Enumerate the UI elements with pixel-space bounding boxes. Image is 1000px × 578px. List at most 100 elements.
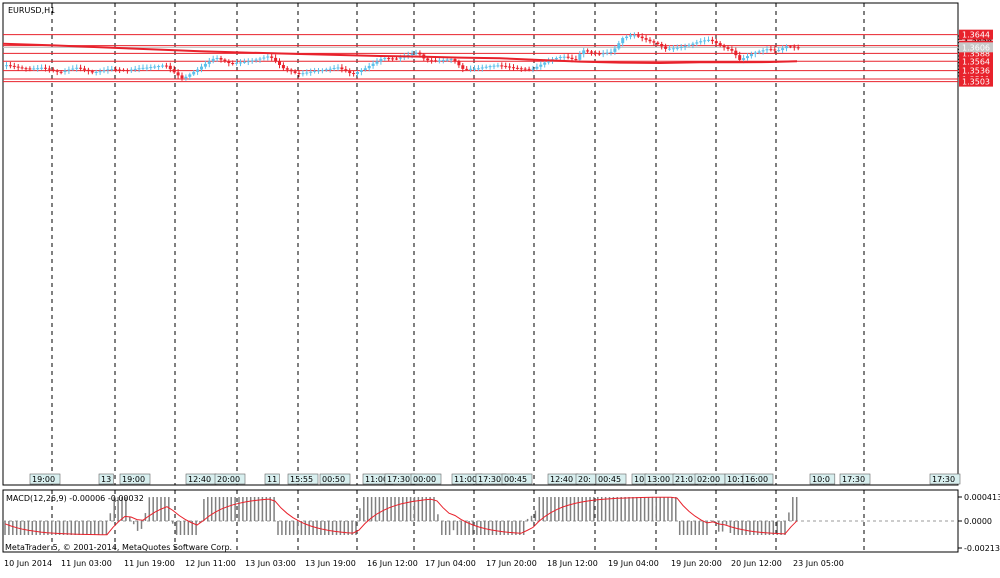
session-marker-box <box>29 473 61 485</box>
candle-body <box>441 59 445 61</box>
candle-body <box>79 67 83 69</box>
candle-body <box>71 68 75 70</box>
candle-body <box>465 68 469 70</box>
level-label: 1.3536 <box>962 67 990 76</box>
candle-body <box>129 69 133 71</box>
candle-body <box>558 56 562 59</box>
candle-body <box>601 53 605 55</box>
level-label: 1.3588 <box>962 49 990 58</box>
session-marker-box <box>929 473 961 485</box>
session-marker-label: 17:30 <box>842 475 865 484</box>
time-tick-label: 13 Jun 03:00 <box>245 559 296 568</box>
macd-tick-label: 0.000413 <box>964 493 1000 502</box>
candle-body <box>590 51 593 53</box>
candle-body <box>777 50 781 52</box>
candle-body <box>796 47 800 49</box>
candle-body <box>309 71 313 73</box>
candle-body <box>98 71 102 73</box>
candle-body <box>504 65 508 67</box>
candle-body <box>773 49 777 51</box>
candle-body <box>457 61 461 66</box>
symbol-label: EURUSD,H1 <box>8 6 55 15</box>
candle-body <box>593 52 597 54</box>
candle-body <box>539 64 543 67</box>
candle-body <box>391 58 395 60</box>
session-marker-label: 11 <box>267 475 277 484</box>
candle-body <box>749 54 753 57</box>
candle-body <box>578 54 582 60</box>
candle-body <box>519 68 523 70</box>
candle-body <box>5 65 8 67</box>
time-gridlines <box>51 3 865 485</box>
candle-body <box>726 47 730 49</box>
candle-body <box>20 67 24 69</box>
candle-body <box>122 69 125 71</box>
candle-body <box>211 58 215 62</box>
session-marker-label: 02:00 <box>697 475 720 484</box>
level-label: 1.3644 <box>962 31 990 40</box>
main-plot-area[interactable] <box>2 2 959 486</box>
macd-tick-label: 0.0000 <box>964 517 992 526</box>
candle-body <box>203 63 207 67</box>
session-marker-label: 11:00 <box>365 475 388 484</box>
candle-body <box>219 57 223 60</box>
candle-body <box>430 60 434 62</box>
candle-body <box>192 71 196 75</box>
candle-body <box>769 49 773 51</box>
candle-body <box>625 36 629 39</box>
level-label-box <box>959 65 993 76</box>
candle-body <box>63 70 67 72</box>
bid-label: 1.3606 <box>962 43 990 52</box>
session-marker-box <box>575 473 596 485</box>
candle-body <box>531 68 535 70</box>
candle-body <box>383 58 387 60</box>
candle-body <box>231 63 235 65</box>
candle-body <box>301 73 305 75</box>
session-marker-label: 10 <box>634 475 644 484</box>
session-marker-label: 17:30 <box>478 475 501 484</box>
candle-body <box>8 65 12 67</box>
candle-body <box>398 57 402 59</box>
candle-body <box>164 65 168 67</box>
candle-body <box>664 46 668 49</box>
level-label: 1.3564 <box>962 57 990 66</box>
candle-body <box>207 61 211 64</box>
candle-body <box>387 58 391 60</box>
session-marker-box <box>742 473 774 485</box>
candle-body <box>344 69 348 72</box>
candle-body <box>293 71 297 73</box>
time-tick-label: 23 Jun 05:00 <box>793 559 844 568</box>
candle-body <box>324 69 328 71</box>
candle-body <box>359 70 363 72</box>
candle-body <box>266 56 270 58</box>
level-label: 1.3503 <box>962 78 990 87</box>
candle-body <box>83 68 86 70</box>
session-marker-box <box>839 473 871 485</box>
candle-body <box>367 65 371 69</box>
candle-body <box>40 67 44 69</box>
candle-body <box>110 69 114 71</box>
candle-body <box>32 68 36 70</box>
macd-tick-label: -0.00213 <box>964 544 1000 553</box>
candle-body <box>449 59 453 61</box>
candle-body <box>547 60 551 63</box>
candle-body <box>227 61 231 64</box>
session-marker-box <box>287 473 319 485</box>
level-label-box <box>959 76 993 87</box>
candle-body <box>242 61 246 63</box>
candle-body <box>289 69 293 72</box>
session-marker-label: 21:0 <box>675 475 693 484</box>
candle-body <box>792 46 796 48</box>
candle-body <box>746 56 749 59</box>
candle-body <box>250 60 254 62</box>
candle-body <box>44 67 47 69</box>
session-marker-label: 00:00 <box>413 475 436 484</box>
candle-body <box>640 36 644 39</box>
session-marker-label: 10:15 <box>727 475 750 484</box>
candle-body <box>356 71 359 75</box>
candle-body <box>757 51 761 53</box>
candle-body <box>629 35 632 37</box>
candle-body <box>671 48 675 50</box>
